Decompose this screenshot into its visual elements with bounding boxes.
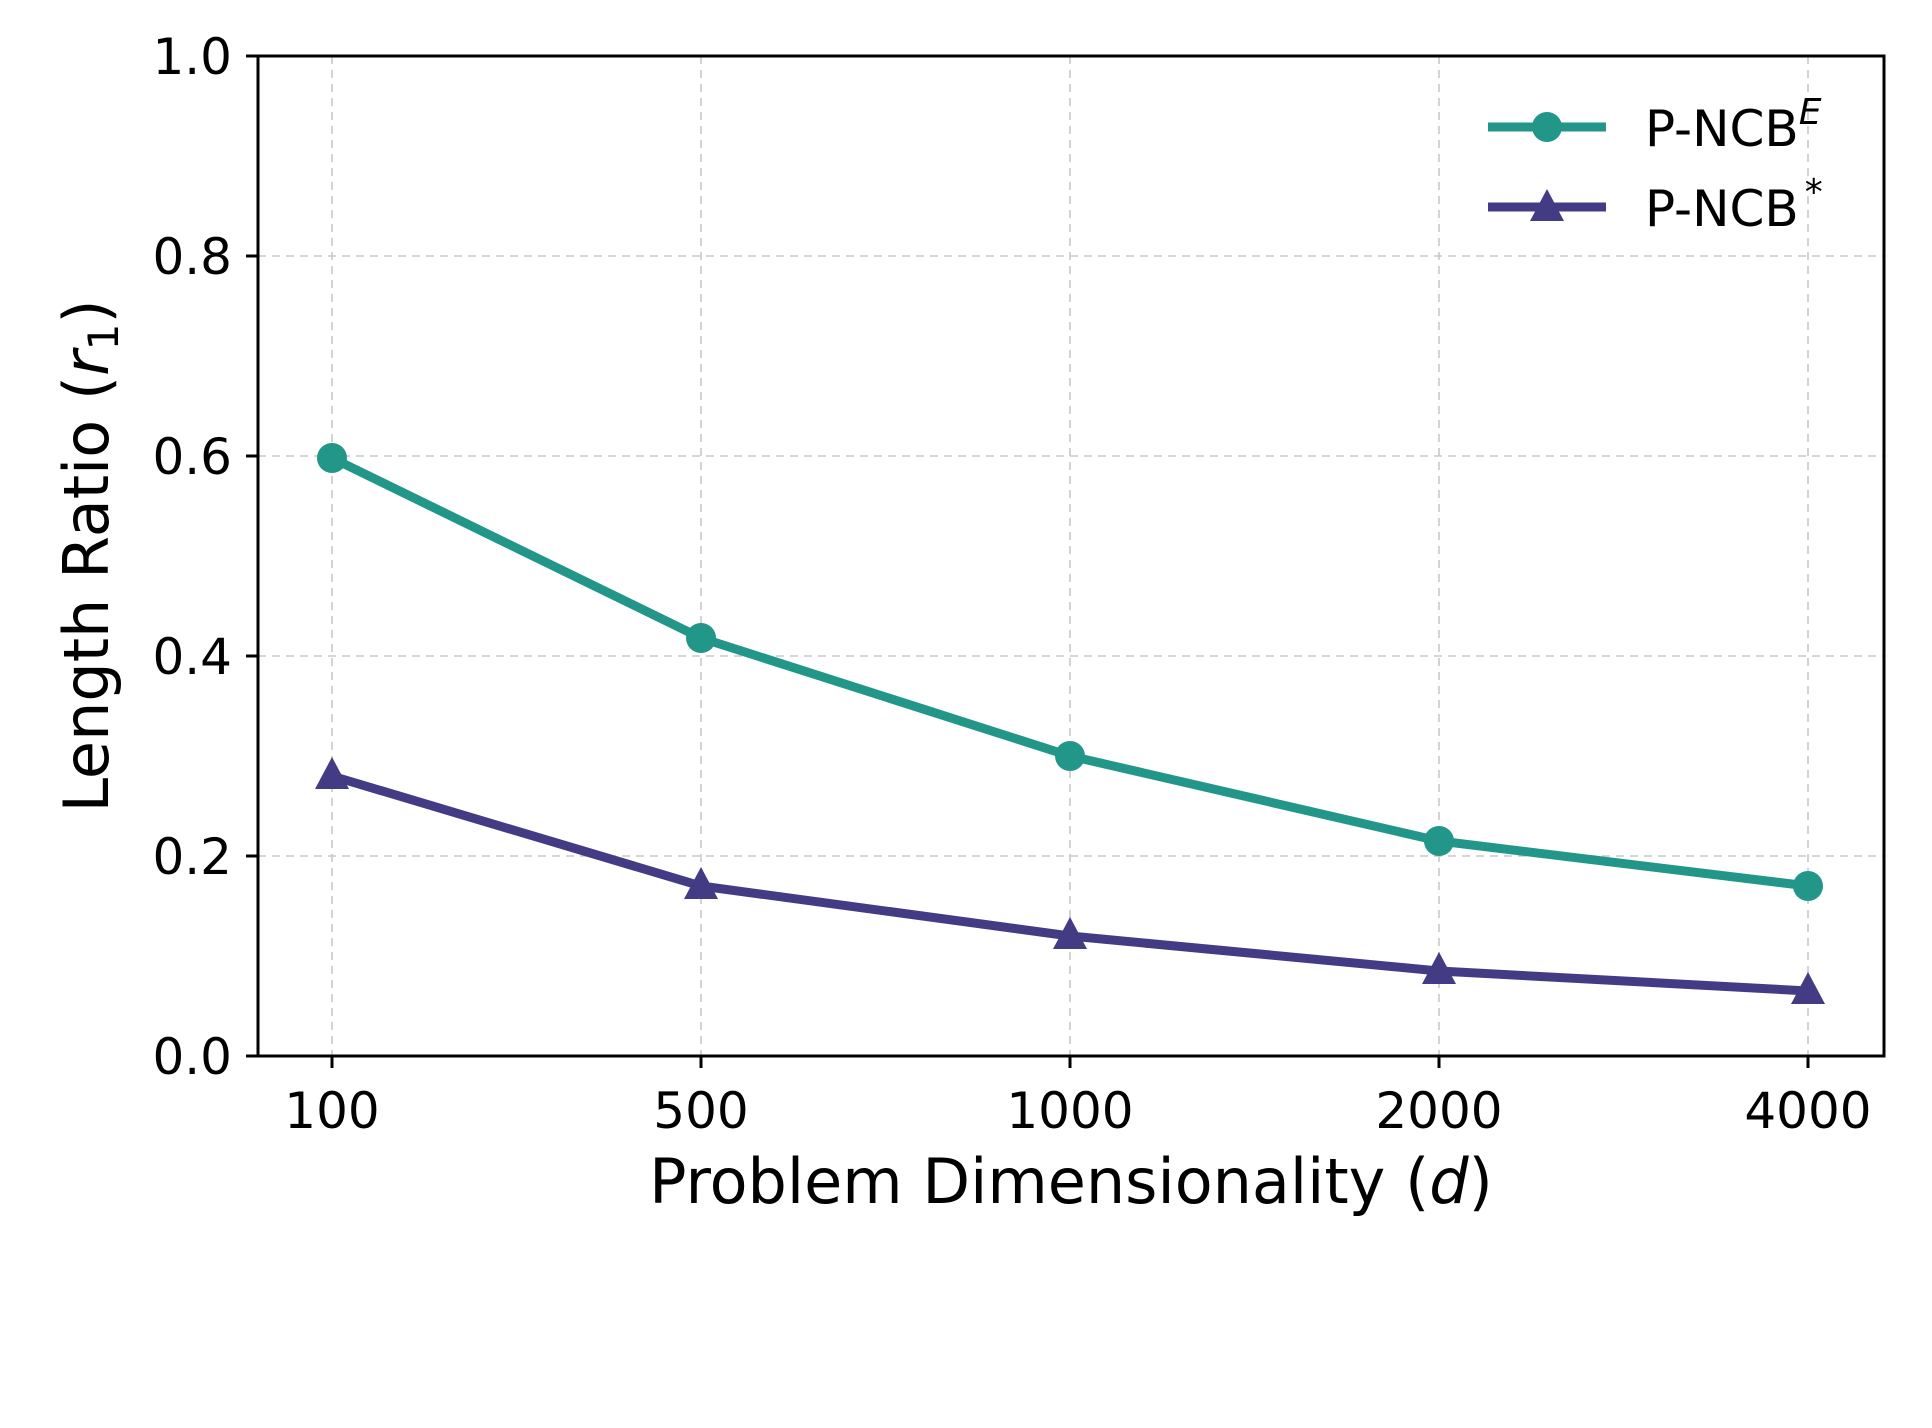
axis-ticks: 100 500 1000 2000 4000 0.0 0.2 0.4 0.6 0.8 1.0 xyxy=(152,28,1871,1140)
y-axis-title: Length Ratio (r1) xyxy=(50,299,128,812)
data-point xyxy=(1424,826,1454,856)
data-point xyxy=(317,443,347,473)
x-tick-label: 100 xyxy=(284,1082,379,1140)
data-point xyxy=(1422,952,1456,984)
y-tick-label: 0.2 xyxy=(152,828,232,886)
series-layer xyxy=(315,443,1825,1004)
legend-label-pncb-e: P-NCBE xyxy=(1645,92,1822,158)
x-tick-label: 500 xyxy=(653,1082,748,1140)
y-tick-label: 0.4 xyxy=(152,628,232,686)
y-tick-label: 1.0 xyxy=(152,28,232,86)
legend-entry-pncb-star: P-NCB * xyxy=(1488,172,1823,238)
series-pncb-star xyxy=(315,757,1825,1004)
x-tick-label: 2000 xyxy=(1375,1082,1502,1140)
data-point xyxy=(1793,871,1823,901)
data-point xyxy=(1791,972,1825,1004)
legend-entry-pncb-e: P-NCBE xyxy=(1488,92,1822,158)
data-point xyxy=(684,867,718,899)
plot-frame xyxy=(256,54,1886,1058)
data-point xyxy=(1053,917,1087,949)
data-point xyxy=(686,623,716,653)
x-tick-label: 4000 xyxy=(1744,1082,1871,1140)
legend-label-pncb-star: P-NCB * xyxy=(1645,172,1823,238)
x-axis-title: Problem Dimensionality (d) xyxy=(649,1145,1493,1218)
y-tick-label: 0.6 xyxy=(152,428,232,486)
grid-lines xyxy=(258,56,1884,1056)
y-tick-label: 0.8 xyxy=(152,228,232,286)
x-tick-label: 1000 xyxy=(1006,1082,1133,1140)
series-pncb-e xyxy=(317,443,1823,901)
legend-marker-triangle xyxy=(1530,189,1564,221)
data-point xyxy=(315,757,349,789)
data-point xyxy=(1055,741,1085,771)
legend: P-NCBE P-NCB * xyxy=(1488,92,1823,238)
legend-marker-circle xyxy=(1532,112,1562,142)
y-tick-label: 0.0 xyxy=(152,1028,232,1086)
